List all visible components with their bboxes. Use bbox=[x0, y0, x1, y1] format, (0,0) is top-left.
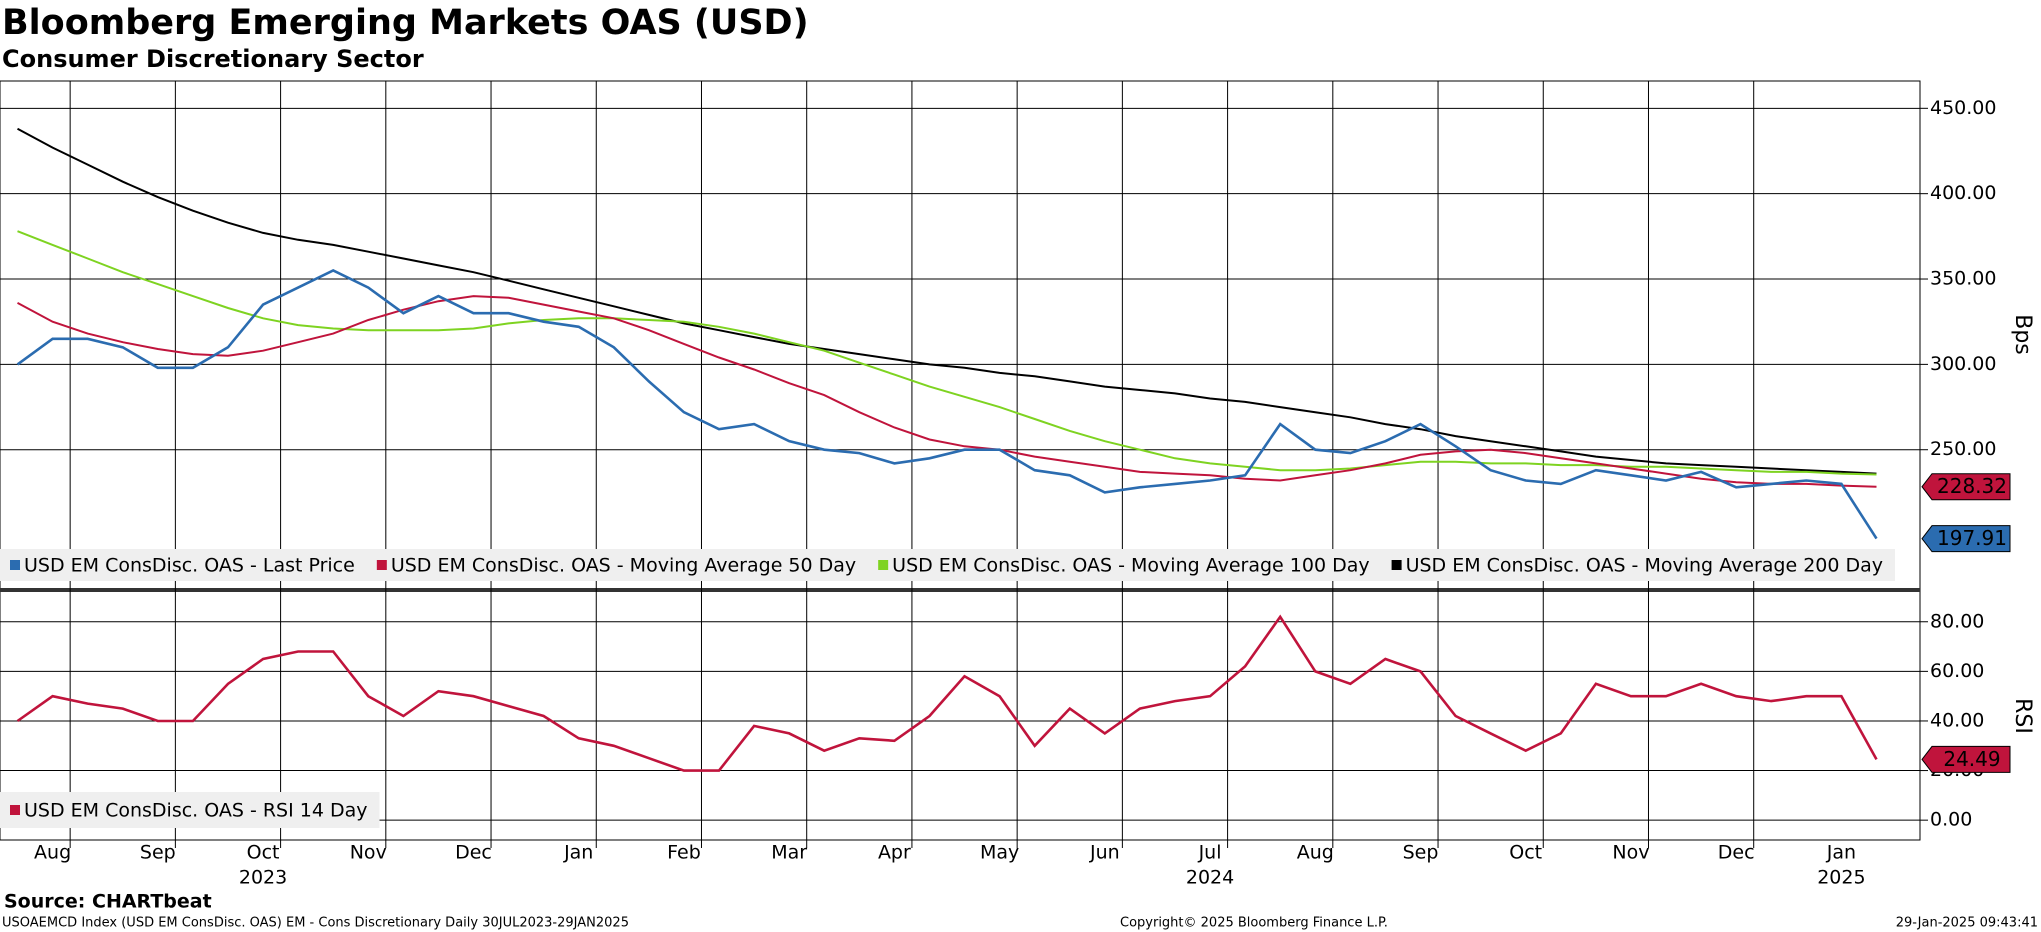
y-tick-label: 0.00 bbox=[1930, 809, 1972, 831]
y-tick-label: 400.00 bbox=[1930, 182, 1996, 204]
legend-swatch bbox=[376, 560, 387, 570]
x-tick-label: May bbox=[980, 842, 1019, 864]
footer-copyright: Copyright© 2025 Bloomberg Finance L.P. bbox=[1120, 916, 1388, 931]
x-tick-label: Mar bbox=[771, 842, 807, 864]
legend-box bbox=[0, 792, 380, 828]
y-tick-label: 250.00 bbox=[1930, 438, 1996, 460]
chart-subtitle: Consumer Discretionary Sector bbox=[2, 45, 424, 73]
legend-label: USD EM ConsDisc. OAS - Last Price bbox=[24, 555, 355, 577]
x-tick-label: Nov bbox=[350, 842, 387, 864]
series-line bbox=[17, 295, 1877, 488]
x-tick-label: Oct bbox=[247, 842, 280, 864]
legend-swatch bbox=[10, 805, 20, 815]
x-tick-label: Jan bbox=[563, 842, 593, 864]
series-line bbox=[16, 269, 1878, 540]
series-line bbox=[17, 230, 1877, 476]
x-tick-label: Apr bbox=[878, 842, 911, 864]
legend-label: USD EM ConsDisc. OAS - Moving Average 10… bbox=[892, 555, 1369, 577]
x-tick-label: Nov bbox=[1612, 842, 1649, 864]
series-line bbox=[16, 614, 1878, 772]
x-tick-label: Aug bbox=[34, 842, 71, 864]
legend-label: USD EM ConsDisc. OAS - RSI 14 Day bbox=[24, 800, 368, 822]
y-tick-label: 40.00 bbox=[1930, 709, 1984, 731]
legend-swatch bbox=[10, 560, 20, 570]
source: Source: CHARTbeat bbox=[4, 891, 212, 913]
x-year-label: 2025 bbox=[1817, 867, 1865, 889]
footer-description: USOAEMCD Index (USD EM ConsDisc. OAS) EM… bbox=[2, 916, 629, 931]
legend-label: USD EM ConsDisc. OAS - Moving Average 50… bbox=[391, 555, 856, 577]
y-tick-label: 300.00 bbox=[1930, 353, 1996, 375]
x-tick-label: Dec bbox=[1718, 842, 1755, 864]
x-tick-label: Sep bbox=[1403, 842, 1439, 864]
y-tick-label: 350.00 bbox=[1930, 268, 1996, 290]
last-value-label: 228.32 bbox=[1937, 474, 2007, 498]
x-tick-label: Jan bbox=[1826, 842, 1856, 864]
last-value-box bbox=[1921, 473, 2011, 501]
y-axis-label: Bps bbox=[2010, 314, 2035, 355]
y-axis-label: RSI bbox=[2010, 698, 2035, 734]
legend-swatch bbox=[1391, 560, 1402, 570]
x-year-label: 2023 bbox=[239, 867, 287, 889]
chart-title: Bloomberg Emerging Markets OAS (USD) bbox=[2, 3, 809, 43]
footer-timestamp: 29-Jan-2025 09:43:41 bbox=[1896, 916, 2038, 931]
last-value-box bbox=[1921, 525, 2011, 553]
x-tick-label: Sep bbox=[140, 842, 176, 864]
x-year-label: 2024 bbox=[1186, 867, 1234, 889]
last-value-label: 24.49 bbox=[1943, 747, 2000, 771]
legend-label: USD EM ConsDisc. OAS - Moving Average 20… bbox=[1406, 555, 1883, 577]
last-value-label: 197.91 bbox=[1937, 526, 2007, 550]
x-tick-label: Jun bbox=[1089, 842, 1120, 864]
x-tick-label: Oct bbox=[1509, 842, 1542, 864]
x-tick-label: Jul bbox=[1198, 842, 1222, 864]
x-tick-label: Aug bbox=[1297, 842, 1334, 864]
series-line bbox=[17, 127, 1877, 475]
y-tick-label: 80.00 bbox=[1930, 610, 1984, 632]
legend-box bbox=[0, 549, 1896, 581]
last-value-box bbox=[1921, 745, 2011, 773]
x-tick-label: Dec bbox=[455, 842, 492, 864]
y-tick-label: 450.00 bbox=[1930, 97, 1996, 119]
legend-swatch bbox=[878, 560, 889, 570]
x-tick-label: Feb bbox=[667, 842, 701, 864]
y-tick-label: 60.00 bbox=[1930, 660, 1984, 682]
